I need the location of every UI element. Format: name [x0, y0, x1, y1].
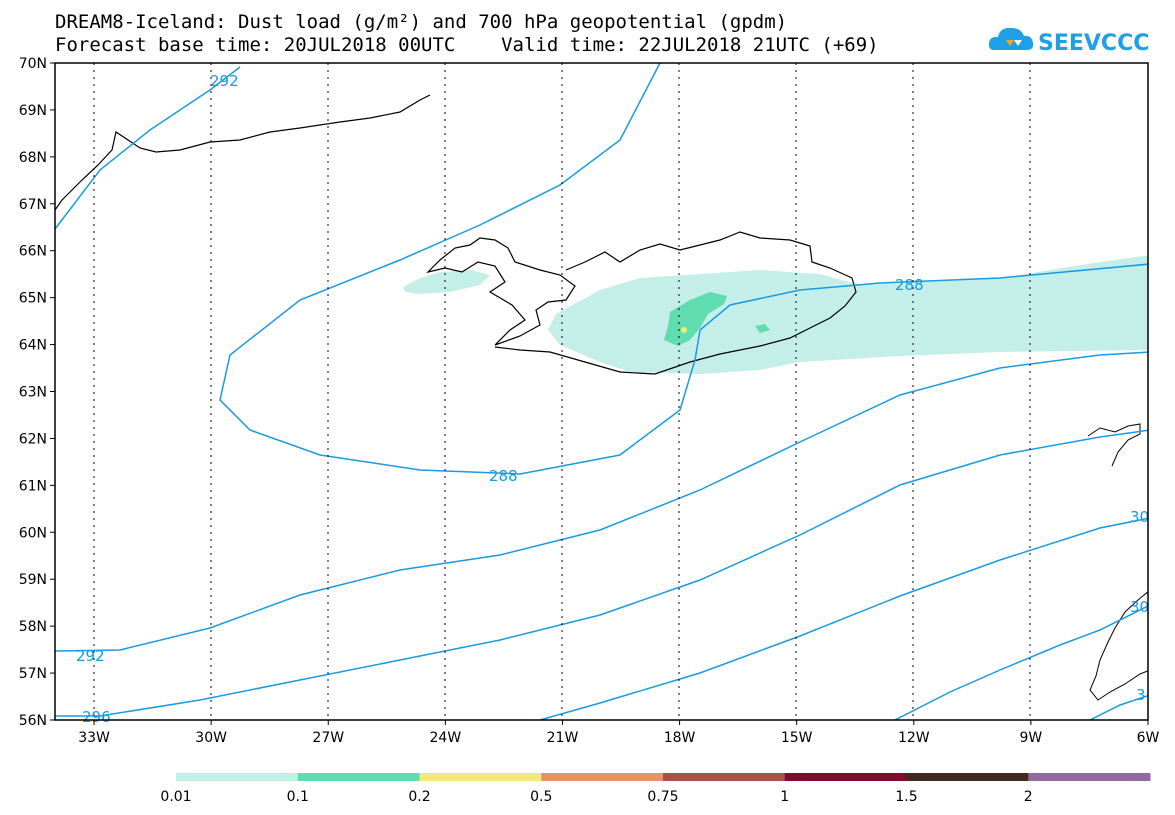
colorbar-swatch — [419, 773, 542, 781]
lat-tick-label: 56N — [19, 713, 47, 729]
lat-tick-label: 69N — [19, 103, 47, 119]
faroe-shetland-coastline — [1087, 423, 1141, 467]
lon-tick-label: 9W — [1020, 730, 1043, 746]
contour-label: 30 — [1130, 598, 1149, 616]
colorbar-swatch — [297, 773, 420, 781]
colorbar-label: 0.2 — [408, 789, 430, 805]
dust-max — [681, 327, 687, 333]
colorbar-swatch — [176, 773, 299, 781]
lon-tick-label: 15W — [781, 730, 813, 746]
colorbar-label: 2 — [1024, 789, 1033, 805]
lat-tick-label: 61N — [19, 478, 47, 494]
greenland-coastline — [55, 94, 431, 211]
lon-tick-label: 12W — [898, 730, 930, 746]
lat-tick-label: 62N — [19, 431, 47, 447]
lat-tick-label: 66N — [19, 244, 47, 260]
seevccc-logo: SEEVCCC — [988, 27, 1148, 56]
lon-tick-label: 21W — [547, 730, 579, 746]
map-title: DREAM8-Iceland: Dust load (g/m²) and 700… — [55, 11, 788, 33]
contour-300 — [539, 517, 1148, 720]
contour-label: 30 — [1130, 508, 1149, 526]
contour-label: 292 — [210, 72, 239, 90]
contour-308 — [1089, 694, 1148, 720]
colorbar-label: 0.1 — [287, 789, 309, 805]
lon-tick-label: 30W — [195, 730, 227, 746]
contour-label: 292 — [76, 647, 105, 665]
latitude-axis: 70N 69N 68N 67N 66N 65N 64N 63N 62N 61N 60N 59N 58N 5… — [19, 56, 55, 729]
lat-tick-label: 60N — [19, 525, 47, 541]
lat-tick-label: 64N — [19, 338, 47, 354]
colorbar-swatch — [784, 773, 907, 781]
contour-288 — [219, 63, 1148, 475]
colorbar-swatch — [906, 773, 1029, 781]
contour-label: 288 — [895, 276, 924, 294]
longitude-axis: 33W 30W 27W 24W 21W 18W 15W 12W 9W 6W — [78, 720, 1160, 746]
colorbar-swatch — [1028, 773, 1151, 781]
colorbar: 0.01 0.1 0.2 0.5 0.75 1 1.5 2 — [160, 773, 1151, 805]
colorbar-label: 0.75 — [647, 789, 678, 805]
contour-292 — [55, 351, 1148, 652]
contour-292-north — [55, 66, 241, 230]
lat-tick-label: 70N — [19, 56, 47, 72]
lon-tick-label: 27W — [312, 730, 344, 746]
scotland-coastline — [1089, 591, 1148, 701]
lat-tick-label: 67N — [19, 197, 47, 213]
lat-tick-label: 68N — [19, 150, 47, 166]
contour-label: 3 — [1136, 686, 1146, 704]
forecast-times: Forecast base time: 20JUL2018 00UTC Vali… — [55, 34, 879, 56]
lon-tick-label: 24W — [430, 730, 462, 746]
contour-label: 296 — [82, 708, 111, 726]
cloud-logo-icon — [988, 27, 1034, 50]
dust-core-east — [755, 324, 770, 333]
dust-core — [664, 292, 727, 346]
dust-patch-west — [403, 270, 490, 294]
lat-tick-label: 59N — [19, 572, 47, 588]
lat-tick-label: 58N — [19, 619, 47, 635]
graticule — [93, 63, 1031, 720]
lat-tick-label: 57N — [19, 666, 47, 682]
lat-tick-label: 65N — [19, 291, 47, 307]
contour-304 — [894, 605, 1148, 720]
map-frame — [54, 62, 1149, 721]
colorbar-swatch — [541, 773, 664, 781]
lon-tick-label: 33W — [78, 730, 110, 746]
colorbar-label: 0.01 — [160, 789, 191, 805]
logo-text: SEEVCCC — [1038, 31, 1148, 56]
colorbar-swatch — [663, 773, 786, 781]
colorbar-label: 0.5 — [530, 789, 552, 805]
colorbar-label: 1.5 — [895, 789, 917, 805]
iceland-coastline — [426, 231, 857, 375]
colorbar-label: 1 — [780, 789, 789, 805]
contour-296 — [55, 429, 1148, 717]
lon-tick-label: 18W — [664, 730, 696, 746]
contour-label: 288 — [489, 467, 518, 485]
lat-tick-label: 63N — [19, 385, 47, 401]
lon-tick-label: 6W — [1137, 730, 1160, 746]
